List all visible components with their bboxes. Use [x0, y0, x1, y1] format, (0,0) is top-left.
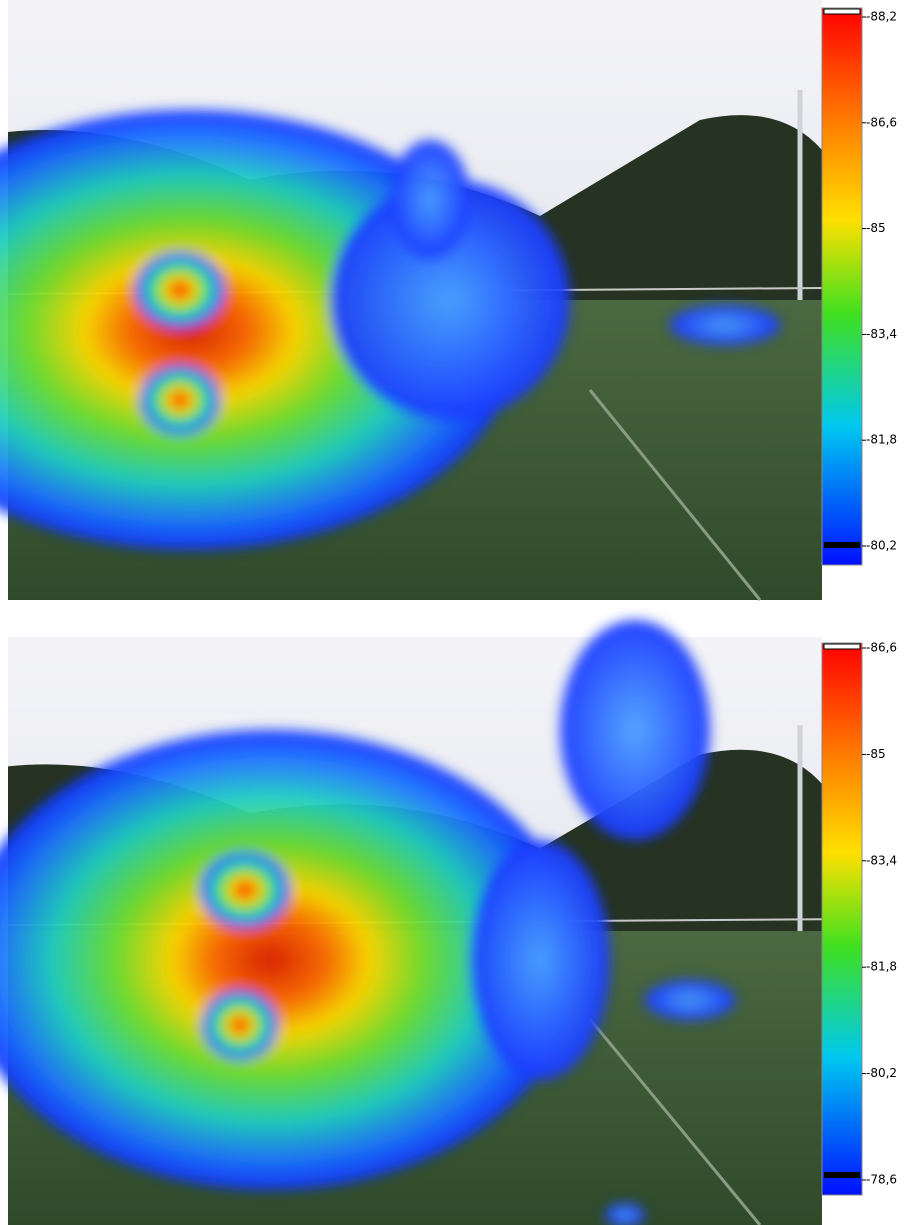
colorbar-min — [824, 542, 860, 548]
heat-blob — [330, 180, 570, 420]
colorbar-tick-label: -85 — [866, 221, 886, 235]
panel: -86,6 -85 -83,4 -81,8 -80,2 -78,6 — [0, 620, 897, 1225]
heat-overlay — [0, 110, 780, 550]
field-line — [588, 1018, 762, 1225]
colorbar-tick-label: -83,4 — [866, 327, 897, 341]
colorbar-min — [824, 1172, 860, 1178]
heat-peak — [140, 365, 220, 435]
heat-peak — [200, 852, 290, 928]
heat-blob — [390, 140, 470, 260]
colorbar-tick-label: -88,2 — [866, 10, 897, 24]
heat-peak — [202, 990, 278, 1060]
heat-blob — [645, 980, 735, 1020]
heat-blob — [605, 1203, 645, 1225]
heat-peak — [135, 252, 225, 328]
colorbar-tick-label: -80,2 — [866, 1066, 897, 1080]
colorbar-tick-label: -81,8 — [866, 960, 897, 974]
colorbar-max — [823, 8, 861, 15]
heat-blob — [470, 840, 610, 1080]
colorbar-tick-label: -83,4 — [866, 853, 897, 867]
heat-overlay — [0, 620, 735, 1225]
colorbar-max — [823, 643, 861, 650]
heat-blob — [560, 620, 710, 840]
panel: -88,2 -86,6 -85 -83,4 -81,8 -80,2 — [0, 0, 897, 601]
colorbar — [821, 7, 863, 566]
colorbar-tick-label: -86,6 — [866, 115, 897, 129]
colorbar — [821, 642, 863, 1196]
heat-blob — [670, 305, 780, 345]
colorbar-tick-label: -81,8 — [866, 433, 897, 447]
colorbar-tick-label: -86,6 — [866, 641, 897, 655]
colorbar-tick-label: -80,2 — [866, 539, 897, 553]
field-line — [588, 389, 762, 601]
colorbar-tick-label: -85 — [866, 747, 886, 761]
heat-blob — [0, 730, 580, 1190]
colorbar-tick-label: -78,6 — [866, 1173, 897, 1187]
